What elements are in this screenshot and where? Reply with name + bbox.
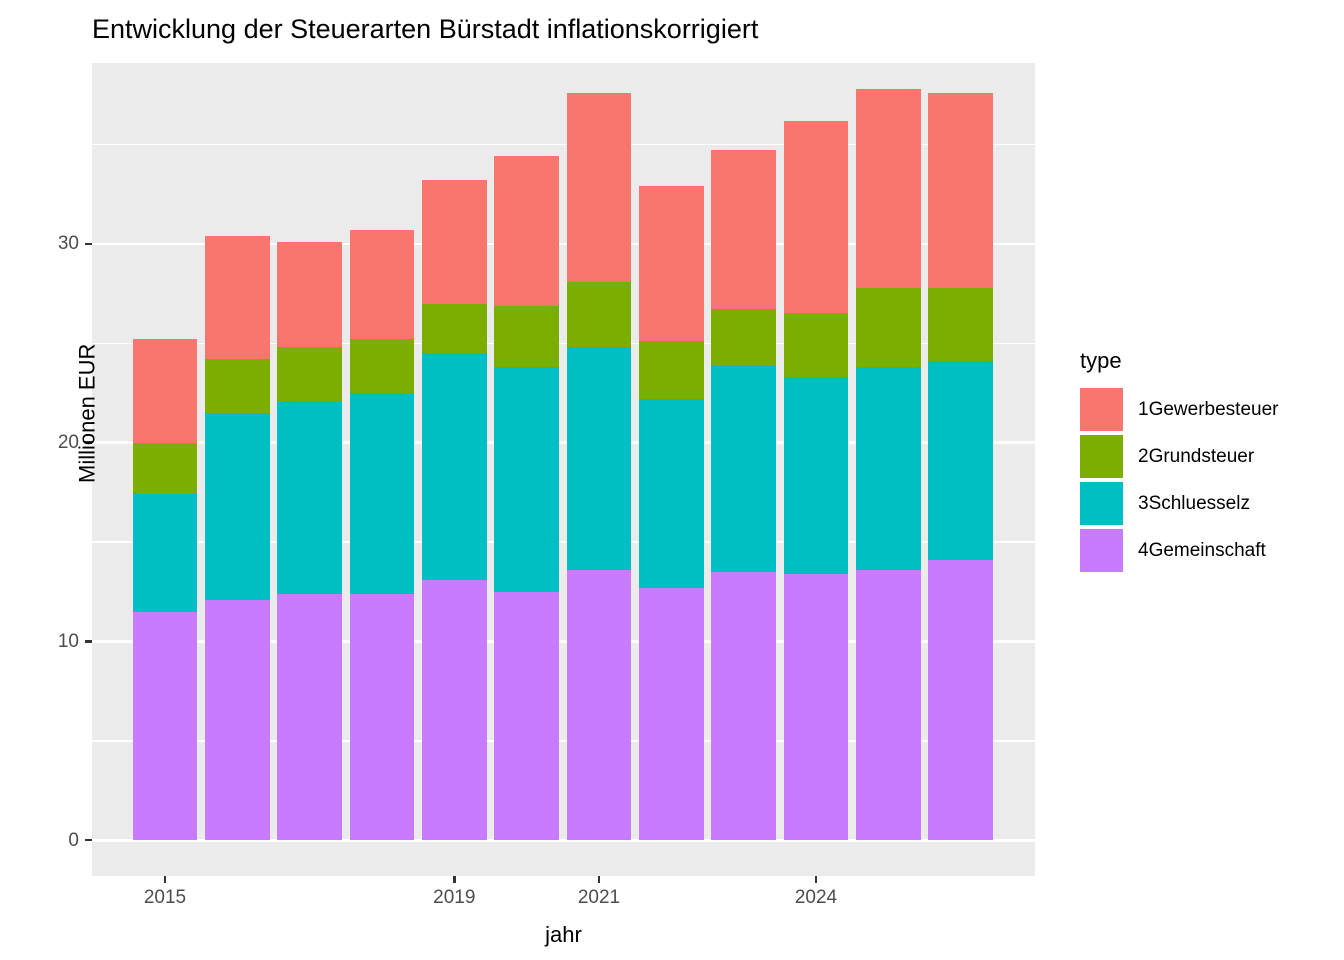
gridline-major [92,640,1035,643]
gridline-minor [92,740,1035,742]
legend-item-2Grundsteuer: 2Grundsteuer [1078,435,1254,478]
bar-segment-1Gewerbesteuer-2022 [639,186,704,342]
bar-segment-1Gewerbesteuer-2017 [277,241,342,348]
bar-segment-2Grundsteuer-2019 [422,303,487,354]
y-tick-mark [85,441,92,444]
bar-segment-2Grundsteuer-2018 [349,339,415,393]
x-tick-label: 2021 [577,887,621,908]
legend-label: 3Schluesselz [1138,492,1250,514]
bar-segment-1Gewerbesteuer-2023 [711,150,776,310]
bar-segment-2Grundsteuer-2023 [711,309,776,366]
bar-segment-3Schluesselz-2025 [856,367,921,570]
bar-segment-2Grundsteuer-2025 [856,287,921,368]
bar-segment-1Gewerbesteuer-2025 [856,88,921,288]
bar-segment-3Schluesselz-2024 [783,377,849,574]
x-tick-label: 2019 [433,887,476,908]
legend-key-swatch [1080,388,1123,431]
bar-segment-3Schluesselz-2022 [639,398,704,588]
bar-segment-1Gewerbesteuer-2020 [494,156,559,306]
x-tick-label: 2015 [143,887,187,908]
bar-segment-4Gemeinschaft-2020 [494,591,559,841]
y-tick-mark [85,839,92,842]
gridline-major [92,242,1035,246]
chart-title: Entwicklung der Steuerarten Bürstadt inf… [92,14,759,44]
bar-segment-1Gewerbesteuer-2026 [928,92,993,288]
y-tick-label: 0 [68,829,79,851]
x-tick-mark [814,876,818,883]
bar-segment-4Gemeinschaft-2022 [639,587,704,841]
legend-label: 1Gewerbesteuer [1138,398,1279,420]
bar-segment-4Gemeinschaft-2023 [711,571,776,841]
bar-segment-2Grundsteuer-2024 [783,313,849,378]
y-tick-label: 20 [57,432,79,454]
bar-segment-1Gewerbesteuer-2019 [422,180,487,304]
gridline-minor [92,541,1035,543]
bar-segment-3Schluesselz-2026 [928,361,993,560]
bar-segment-2Grundsteuer-2020 [494,305,559,368]
bar-segment-4Gemeinschaft-2018 [349,593,415,841]
bar-segment-3Schluesselz-2019 [422,353,487,580]
bar-segment-4Gemeinschaft-2015 [132,611,198,841]
bar-segment-1Gewerbesteuer-2024 [783,120,849,314]
bar-segment-3Schluesselz-2016 [205,412,270,600]
y-tick-mark [85,640,92,643]
gridline-minor [92,342,1035,344]
legend-items: 1Gewerbesteuer 2Grundsteuer 3Schluesselz 4G… [1078,388,1278,572]
y-tick-label: 10 [57,630,79,652]
bar-segment-3Schluesselz-2018 [349,392,415,594]
legend-item-4Gemeinschaft: 4Gemeinschaft [1078,529,1266,572]
bar-segment-3Schluesselz-2023 [711,365,776,572]
bar-segment-1Gewerbesteuer-2015 [132,339,198,443]
legend-key-swatch [1080,435,1123,478]
x-tick-label: 2024 [794,887,838,908]
legend-key-swatch [1080,482,1123,525]
bar-segment-4Gemeinschaft-2021 [566,569,632,841]
bar-segment-2Grundsteuer-2016 [205,359,270,413]
x-tick-mark [597,876,601,883]
legend: type 1Gewerbesteuer 2Grundsteuer 3Schluess… [1078,348,1278,576]
bar-segment-4Gemeinschaft-2025 [856,569,921,841]
bar-segment-2Grundsteuer-2026 [928,287,993,362]
gridline-major [92,441,1035,444]
gridline-major [92,838,1035,842]
gridline-minor [92,143,1035,146]
bar-segment-4Gemeinschaft-2019 [422,579,487,841]
legend-label: 4Gemeinschaft [1138,539,1266,561]
bar-segment-2Grundsteuer-2021 [566,281,632,348]
bar-segment-2Grundsteuer-2017 [277,347,342,401]
bar-segment-1Gewerbesteuer-2021 [566,92,632,282]
plot-panel [92,63,1035,876]
y-axis-title: Millionen EUR [74,343,100,483]
bar-segment-1Gewerbesteuer-2016 [205,235,270,360]
legend-label: 2Grundsteuer [1138,445,1255,467]
legend-key-swatch [1080,529,1123,572]
x-tick-mark [453,876,456,883]
bar-segment-3Schluesselz-2017 [277,400,342,594]
x-tick-mark [163,876,167,883]
x-axis-title: jahr [545,922,582,947]
legend-title: type [1080,348,1122,373]
bar-segment-3Schluesselz-2021 [566,347,632,570]
bar-segment-4Gemeinschaft-2024 [783,573,849,841]
bar-segment-4Gemeinschaft-2016 [205,599,270,841]
bar-segment-2Grundsteuer-2022 [639,341,704,399]
y-tick-label: 30 [57,233,79,255]
y-tick-mark [85,242,92,246]
bar-segment-1Gewerbesteuer-2018 [349,229,415,340]
bar-segment-2Grundsteuer-2015 [132,442,198,495]
bar-segment-4Gemeinschaft-2017 [277,593,342,841]
legend-item-3Schluesselz: 3Schluesselz [1078,482,1250,525]
bar-segment-4Gemeinschaft-2026 [928,559,993,841]
legend-item-1Gewerbesteuer: 1Gewerbesteuer [1078,388,1278,431]
bar-segment-3Schluesselz-2020 [494,367,559,592]
bar-segment-3Schluesselz-2015 [132,494,198,612]
